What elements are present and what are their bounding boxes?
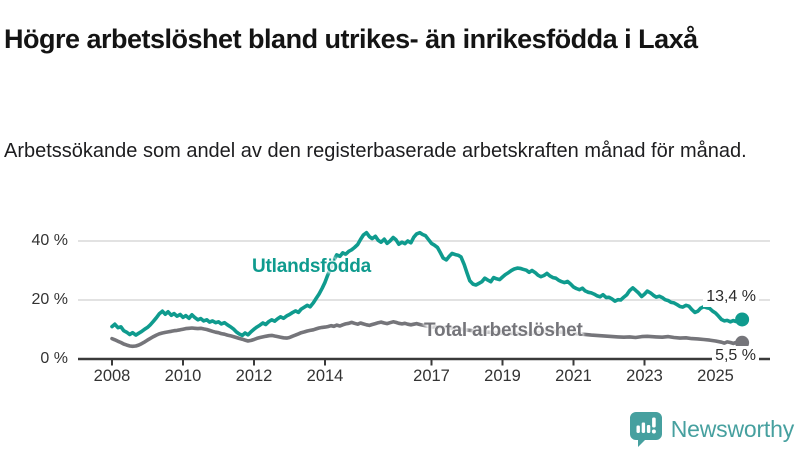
- end-value-label-total: 5,5 %: [712, 346, 759, 366]
- newsworthy-wordmark: Newsworthy: [670, 415, 794, 442]
- newsworthy-logo: Newsworthy: [629, 411, 794, 447]
- y-axis-label-20: 20 %: [31, 291, 68, 308]
- x-axis-label-2019: 2019: [484, 367, 521, 385]
- series-label-utlandsfodda: Utlandsfödda: [252, 256, 371, 277]
- x-axis-label-2008: 2008: [93, 367, 131, 385]
- bar-chart-speech-bubble-icon: [629, 412, 662, 447]
- line-chart-canvas: [78, 230, 770, 366]
- x-axis-label-2012: 2012: [235, 367, 273, 385]
- x-axis-label-2023: 2023: [626, 367, 663, 385]
- x-axis-label-2025: 2025: [697, 367, 734, 385]
- y-axis-label-0: 0 %: [40, 350, 68, 367]
- chart-title: Högre arbetslöshet bland utrikes- än inr…: [4, 24, 698, 55]
- series-line-total-arbetsl-shet: [110, 319, 744, 349]
- series-label-total-arbetsloshet: Total arbetslöshet: [424, 320, 583, 341]
- x-axis-label-2010: 2010: [164, 367, 202, 385]
- end-value-label-utlandsfodda: 13,4 %: [703, 287, 759, 307]
- x-axis-label-2017: 2017: [413, 367, 450, 385]
- chart-subtitle: Arbetssökande som andel av den registerb…: [4, 140, 747, 162]
- x-axis-label-2014: 2014: [306, 367, 344, 385]
- x-axis-label-2021: 2021: [555, 367, 592, 385]
- series-line-utlandsf-dda: [110, 230, 744, 338]
- series-end-dot-utlandsf-dda: [735, 312, 750, 327]
- y-axis-label-40: 40 %: [31, 232, 68, 249]
